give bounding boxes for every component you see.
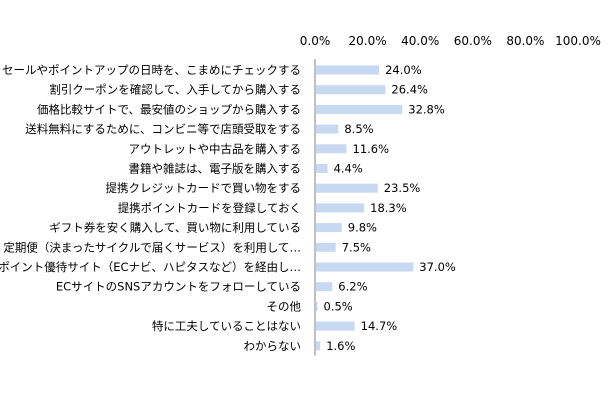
data-label: 0.5%: [324, 299, 353, 313]
bar: [316, 242, 336, 252]
data-labels: 24.0% 26.4% 32.8% 8.5% 11.6% 4.4% 23.5% 18.3% 9.…: [324, 63, 456, 353]
bar: [316, 85, 386, 95]
data-label: 26.4%: [391, 83, 428, 97]
x-tick-label: 60.0%: [454, 34, 492, 48]
data-label: 11.6%: [353, 142, 390, 156]
x-tick-label: 0.0%: [300, 34, 331, 48]
bar: [316, 124, 339, 134]
data-label: 4.4%: [334, 162, 363, 176]
bar: [316, 203, 365, 213]
data-label: 1.6%: [326, 339, 355, 353]
category-label: 定期便（決まったサイクルで届くサービス）を利用して…: [3, 240, 301, 254]
data-label: 14.7%: [361, 319, 398, 333]
category-label: アウトレットや中古品を購入する: [129, 142, 302, 156]
category-label: 価格比較サイトで、最安値のショップから購入する: [37, 102, 301, 116]
data-label: 32.8%: [408, 102, 445, 116]
category-label: セールやポイントアップの日時を、こまめにチェックする: [2, 63, 301, 77]
bar: [316, 301, 318, 311]
bars: [316, 65, 414, 351]
bar: [316, 65, 380, 75]
data-label: 23.5%: [384, 181, 421, 195]
category-label: わからない: [244, 339, 302, 353]
category-label: 割引クーポンを確認して、入手してから購入する: [49, 83, 301, 97]
bar: [316, 183, 378, 193]
category-label: ギフト券を安く購入して、買い物に利用している: [49, 221, 301, 235]
category-labels: セールやポイントアップの日時を、こまめにチェックする割引クーポンを確認して、入手…: [0, 63, 301, 353]
bar: [316, 262, 414, 272]
category-label: 特に工夫していることはない: [152, 319, 301, 333]
x-tick-label: 20.0%: [349, 34, 387, 48]
bar: [316, 223, 342, 233]
bar: [316, 144, 347, 154]
x-tick-label: 80.0%: [506, 34, 544, 48]
data-label: 6.2%: [338, 280, 367, 294]
category-label: ポイント優待サイト（ECナビ、ハピタスなど）を経由し…: [0, 260, 301, 274]
bar: [316, 321, 355, 331]
bar: [316, 164, 328, 173]
category-label: 送料無料にするために、コンビニ等で店頭受取をする: [25, 122, 301, 136]
category-label: 書籍や雑誌は、電子版を購入する: [129, 162, 302, 176]
data-label: 9.8%: [348, 221, 377, 235]
bar: [316, 282, 333, 292]
category-label: 提携クレジットカードで買い物をする: [106, 181, 302, 195]
category-label: ECサイトのSNSアカウントをフォローしている: [56, 280, 301, 294]
x-tick-label: 40.0%: [401, 34, 439, 48]
data-label: 37.0%: [419, 260, 456, 274]
data-label: 8.5%: [344, 122, 373, 136]
x-axis-ticks: 0.0% 20.0% 40.0% 60.0% 80.0% 100.0%: [300, 34, 601, 48]
category-label: その他: [267, 299, 302, 313]
data-label: 24.0%: [385, 63, 422, 77]
category-label: 提携ポイントカードを登録しておく: [118, 201, 301, 215]
bar: [316, 104, 403, 114]
data-label: 18.3%: [370, 201, 407, 215]
x-tick-label: 100.0%: [555, 34, 601, 48]
bar: [316, 341, 321, 351]
data-label: 7.5%: [342, 240, 371, 254]
